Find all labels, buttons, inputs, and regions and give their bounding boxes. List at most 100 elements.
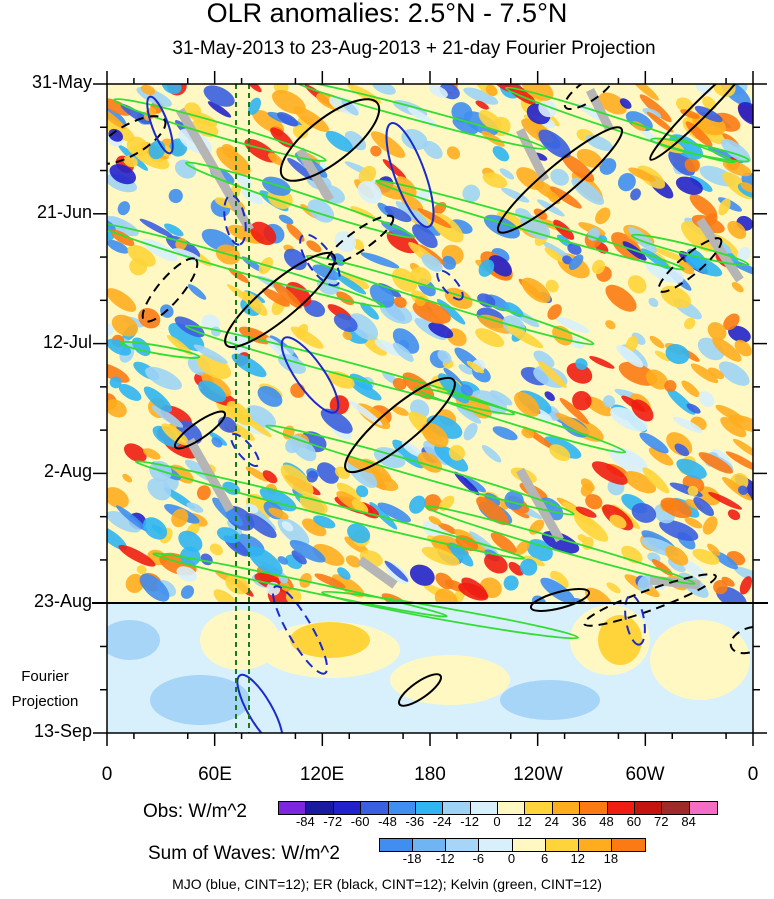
anomaly-blob [649, 335, 665, 349]
anomaly-blob [621, 395, 646, 412]
anomaly-blob [334, 273, 367, 295]
anomaly-blob [722, 160, 752, 177]
anomaly-blob [241, 188, 264, 205]
colorbar-swatch [552, 802, 581, 814]
anomaly-blob [686, 403, 701, 414]
anomaly-blob [481, 445, 502, 463]
anomaly-blob [536, 199, 565, 217]
colorbar-swatch [525, 802, 553, 814]
anomaly-blob [692, 548, 720, 565]
anomaly-blob [118, 544, 156, 567]
anomaly-blob [544, 247, 564, 263]
anomaly-blob [428, 85, 448, 98]
anomaly-blob [463, 422, 478, 441]
anomaly-blob [147, 477, 172, 501]
missing-data-streak [515, 127, 550, 183]
anomaly-blob [270, 127, 294, 148]
anomaly-blob [660, 497, 692, 519]
anomaly-blob [665, 545, 689, 566]
anomaly-blob [374, 339, 404, 357]
kelvin-contour [630, 233, 750, 267]
anomaly-blob [302, 518, 327, 537]
anomaly-blob [639, 432, 669, 454]
anomaly-blob [555, 412, 591, 435]
colorbar-swatch [361, 802, 389, 814]
anomaly-blob [107, 510, 141, 533]
anomaly-blob [268, 152, 283, 166]
anomaly-blob [107, 526, 128, 551]
anomaly-blob [702, 96, 717, 111]
anomaly-blob [575, 358, 588, 370]
projection-anomaly [390, 655, 510, 705]
colorbar-swatch [689, 802, 717, 814]
anomaly-blob [216, 527, 241, 544]
axis-ticks [93, 71, 767, 746]
x-tick-label: 0 [101, 764, 113, 785]
anomaly-blob [109, 164, 136, 185]
anomaly-blob [520, 558, 538, 576]
anomaly-blob [351, 499, 369, 514]
projection-anomaly [650, 620, 750, 700]
anomaly-blob [499, 168, 515, 180]
anomaly-blob [562, 255, 573, 265]
anomaly-blob [508, 561, 524, 576]
anomaly-blob [247, 546, 283, 576]
anomaly-blob [143, 448, 161, 460]
colorbar-tick-label: -18 [402, 851, 422, 866]
anomaly-blob [718, 198, 731, 216]
anomaly-blob [178, 530, 203, 552]
anomaly-blob [526, 539, 553, 562]
anomaly-blob [347, 460, 378, 489]
er-contour [325, 214, 395, 266]
anomaly-blob [280, 464, 314, 497]
obs-colorbar [278, 801, 718, 815]
anomaly-blob [707, 543, 721, 556]
anomaly-blob [680, 109, 700, 119]
anomaly-blob [428, 516, 442, 526]
anomaly-blob [370, 131, 406, 158]
anomaly-blob [345, 456, 380, 474]
colorbar-tick-label: 72 [654, 814, 669, 829]
colorbar-tick-label: -6 [472, 851, 485, 866]
anomaly-blob [369, 501, 398, 530]
anomaly-blob [140, 84, 156, 95]
kelvin-contour [321, 590, 579, 640]
y-tick-label: 13-Sep [33, 721, 92, 741]
colorbar-tick-label: -48 [378, 814, 397, 829]
anomaly-blob [401, 441, 424, 458]
anomaly-blob [460, 384, 473, 397]
anomaly-blob [107, 239, 129, 254]
anomaly-blob [209, 543, 223, 556]
anomaly-blob [720, 416, 747, 438]
anomaly-blob [228, 267, 250, 284]
anomaly-blob [289, 435, 317, 462]
anomaly-blob [273, 84, 289, 94]
anomaly-blob [171, 508, 189, 528]
mjo-contour [624, 594, 646, 646]
er-contour [107, 115, 167, 165]
kelvin-contour [424, 505, 696, 585]
anomaly-blob [345, 555, 361, 568]
colorbar-tick-label: 0 [493, 814, 501, 829]
colorbar-tick-label: -12 [460, 814, 480, 829]
anomaly-blob [488, 255, 512, 277]
anomaly-blob [152, 425, 180, 447]
x-tick-label: 0 [747, 764, 759, 785]
anomaly-blob [489, 390, 513, 406]
chart-subtitle: 31-May-2013 to 23-Aug-2013 + 21-day Four… [172, 38, 656, 59]
anomaly-blob [145, 366, 182, 390]
anomaly-blob [393, 296, 407, 308]
anomaly-blob [628, 167, 656, 182]
colorbar-tick-label: -72 [323, 814, 343, 829]
anomaly-blob [585, 587, 614, 603]
colorbar-swatch [479, 839, 513, 851]
colorbar-tick-label: -84 [295, 814, 315, 829]
mjo-contour [271, 585, 329, 675]
anomaly-blob [213, 589, 240, 603]
anomaly-blob [727, 509, 741, 521]
missing-data-streak [696, 217, 744, 283]
anomaly-blob [117, 201, 131, 216]
anomaly-blob [107, 362, 130, 383]
projection-anomaly [290, 622, 370, 658]
anomaly-blob [417, 208, 452, 229]
